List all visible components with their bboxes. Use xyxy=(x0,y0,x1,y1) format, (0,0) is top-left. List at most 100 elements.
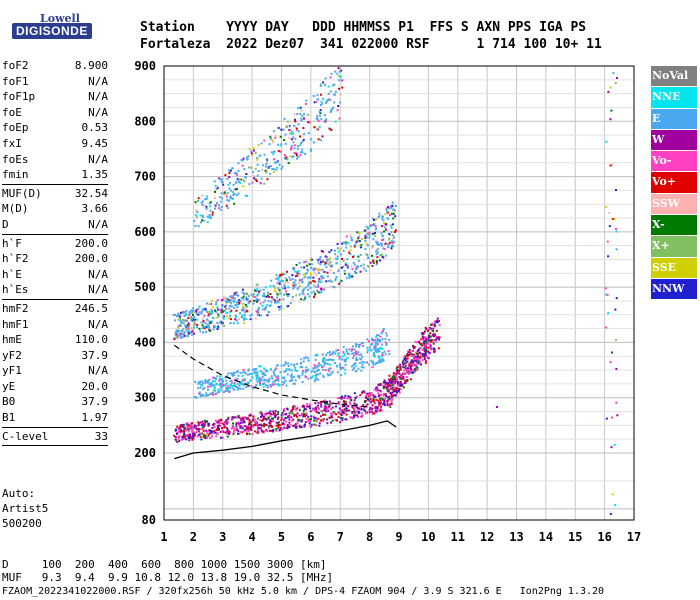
echo-dot xyxy=(242,419,245,422)
param-label: h`Es xyxy=(2,283,29,297)
echo-dot xyxy=(381,234,384,237)
echo-dot xyxy=(373,348,376,351)
param-value: N/A xyxy=(88,267,108,281)
echo-dot xyxy=(293,405,296,408)
echo-dot xyxy=(229,195,232,198)
echo-dot xyxy=(336,371,339,374)
echo-dot xyxy=(292,141,295,144)
echo-dot xyxy=(272,381,275,384)
echo-dot xyxy=(211,379,214,382)
echo-dot xyxy=(190,330,193,333)
echo-dot xyxy=(313,284,316,287)
echo-dot xyxy=(224,307,227,310)
echo-dot xyxy=(231,384,234,387)
echo-dot xyxy=(609,164,612,167)
echo-dot xyxy=(210,383,213,386)
param-separator xyxy=(2,183,108,185)
echo-dot xyxy=(319,419,322,422)
echo-dot xyxy=(605,293,608,296)
echo-dot xyxy=(179,334,182,337)
echo-dot xyxy=(282,409,285,412)
x-tick-label: 15 xyxy=(568,530,582,544)
echo-dot xyxy=(429,332,432,335)
echo-dot xyxy=(368,231,371,234)
echo-dot xyxy=(274,135,277,138)
echo-dot xyxy=(404,364,407,367)
echo-dot xyxy=(183,332,186,335)
echo-dot xyxy=(174,436,177,439)
echo-dot xyxy=(374,363,377,366)
echo-dot xyxy=(240,431,243,434)
echo-dot xyxy=(269,367,272,370)
echo-dot xyxy=(345,277,348,280)
echo-dot xyxy=(245,318,248,321)
echo-dot xyxy=(430,347,433,350)
echo-dot xyxy=(202,331,205,334)
param-value: 8.900 xyxy=(74,59,108,72)
echo-dot xyxy=(251,433,254,436)
echo-dot xyxy=(381,217,384,220)
echo-dot xyxy=(250,293,253,296)
echo-dot xyxy=(396,380,399,383)
echo-dot xyxy=(316,404,319,407)
echo-dot xyxy=(176,326,179,329)
legend-item-nne: NNE xyxy=(651,87,697,108)
echo-dot xyxy=(220,192,223,195)
echo-dot xyxy=(204,435,207,438)
echo-dot xyxy=(233,172,236,175)
echo-dot xyxy=(344,363,347,366)
echo-dot xyxy=(216,424,219,427)
echo-dot xyxy=(382,359,385,362)
echo-dot xyxy=(377,350,380,353)
echo-dot xyxy=(175,315,178,318)
echo-dot xyxy=(397,387,400,390)
echo-dot xyxy=(296,412,299,415)
echo-dot xyxy=(372,339,375,342)
echo-dot xyxy=(196,323,199,326)
echo-dot xyxy=(190,319,193,322)
echo-dot xyxy=(177,335,180,338)
echo-dot xyxy=(295,152,298,155)
echo-dot xyxy=(428,351,431,354)
echo-dot xyxy=(369,409,372,412)
echo-dot xyxy=(206,310,209,313)
echo-dot xyxy=(367,398,370,401)
echo-dot xyxy=(396,370,399,373)
echo-dot xyxy=(343,354,346,357)
echo-dot xyxy=(205,330,208,333)
echo-dot xyxy=(354,365,357,368)
echo-dot xyxy=(279,280,282,283)
echo-dot xyxy=(344,360,347,363)
echo-dot xyxy=(388,353,391,356)
echo-dot xyxy=(202,435,205,438)
echo-dot xyxy=(229,314,232,317)
echo-dot xyxy=(349,245,352,248)
echo-dot xyxy=(387,349,390,352)
echo-dot xyxy=(337,401,340,404)
echo-dot xyxy=(250,379,253,382)
echo-dot xyxy=(384,404,387,407)
echo-dot xyxy=(605,417,608,420)
echo-dot xyxy=(361,237,364,240)
echo-dot xyxy=(225,427,228,430)
echo-dot xyxy=(375,335,378,338)
echo-dot xyxy=(380,393,383,396)
echo-dot xyxy=(225,430,228,433)
echo-dot xyxy=(437,338,440,341)
echo-dot xyxy=(320,403,323,406)
echo-dot xyxy=(337,67,340,70)
echo-dot xyxy=(386,210,389,213)
profile-curves xyxy=(173,344,397,460)
echo-dot xyxy=(383,243,386,246)
echo-dot xyxy=(353,367,356,370)
echo-dot xyxy=(420,342,423,345)
echo-dot xyxy=(392,245,395,248)
echo-dot xyxy=(201,394,204,397)
echo-dot xyxy=(218,321,221,324)
echo-dot xyxy=(329,261,332,264)
echo-dot xyxy=(225,195,228,198)
echo-dot xyxy=(276,300,279,303)
echo-dot xyxy=(285,427,288,430)
echo-dot xyxy=(314,292,317,295)
echo-dot xyxy=(254,178,257,181)
